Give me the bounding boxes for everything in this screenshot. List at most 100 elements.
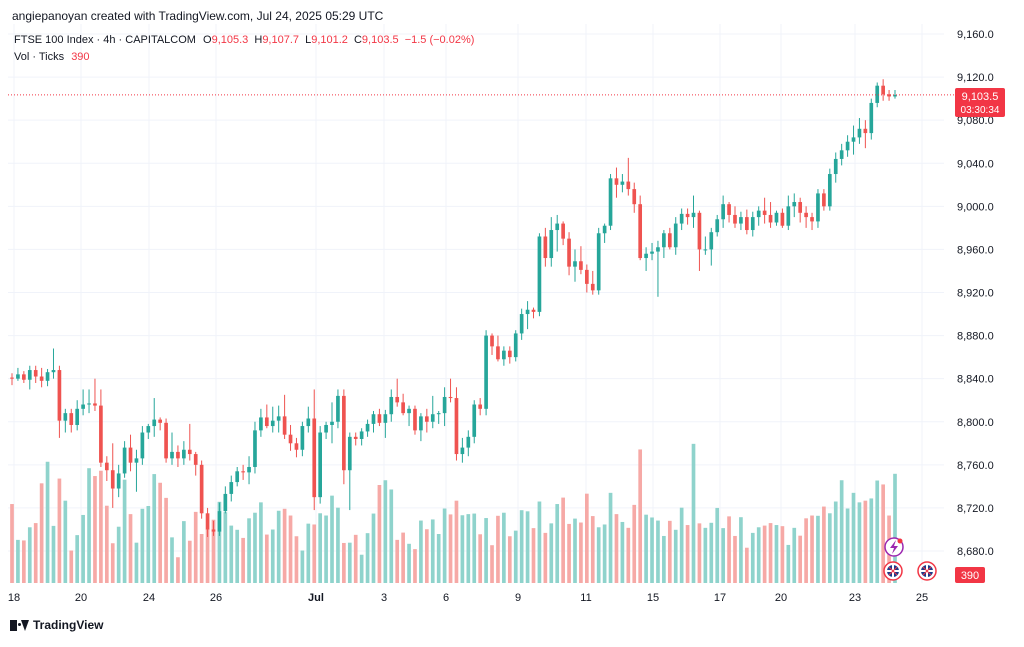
volume-bar [110,543,115,583]
candle-body [353,436,358,439]
symbol-title: FTSE 100 Index · 4h · CAPITALCOM [14,34,196,46]
volume-bar [685,525,690,583]
volume-bar [703,527,708,583]
candle-body [804,212,808,218]
volume-bar [442,508,447,583]
volume-legend[interactable]: Vol · Ticks 390 [14,51,90,63]
candle-body [626,181,631,190]
symbol-legend[interactable]: FTSE 100 Index · 4h · CAPITALCOM O9,105.… [14,34,474,46]
volume-bar [750,532,755,583]
volume-bar [768,523,773,583]
tradingview-footer[interactable]: TradingView [10,618,103,632]
x-tick-label: 24 [143,592,155,604]
candle-body [75,408,80,425]
candle-body [259,417,263,431]
x-tick-label: 11 [580,592,591,604]
candle-body [401,402,405,414]
candle-body [490,335,494,347]
high-value: 9,107.7 [262,34,300,46]
volume-bar [513,530,518,583]
chart-attribution: angiepanoyan created with TradingView.co… [12,9,384,23]
candle-body [561,223,565,239]
uk-flag-icon[interactable] [917,561,937,581]
candle-body [87,403,91,405]
candle-body [395,396,400,403]
candle-body [857,128,862,138]
tradingview-logo-icon [10,619,29,631]
price-axis[interactable]: 9,160.0 9,120.0 9,080.0 9,040.0 9,000.0 8,960… [957,29,994,558]
volume-bar [306,523,311,583]
candle-body [22,374,26,380]
candle-body [442,396,447,414]
volume-bar [745,547,749,583]
volume-bar [342,542,346,583]
candle-body [312,418,317,498]
candle-body [318,432,322,498]
x-tick-label: 17 [714,592,726,604]
volume-bar [377,485,382,583]
candle-body [620,181,625,185]
candle-body [827,174,832,207]
volume-bar [99,470,103,583]
y-tick-label: 8,840.0 [957,374,994,386]
volume-bar [176,557,180,583]
volume-bar [122,479,127,583]
candle-body [602,225,607,234]
candle-body [39,376,44,381]
volume-bar [555,504,560,583]
volume-bar [223,512,228,583]
volume-bar [810,515,814,583]
volume-bar [312,524,317,583]
candle-body [822,193,826,207]
candle-body [863,128,868,134]
volume-bar [466,514,471,583]
candle-body [608,178,613,226]
candle-body [122,447,127,474]
volume-bar [608,492,613,583]
x-tick-label: 23 [849,592,861,604]
candle-body [893,94,897,97]
candle-body [810,217,814,222]
candle-body [182,449,186,459]
volume-bar [857,502,862,583]
volume-bar [164,497,168,583]
candle-body [359,431,364,439]
candle-body [733,214,737,224]
volume-bar [75,535,80,583]
volume-bar [549,523,554,583]
volume-bar [336,507,340,583]
candle-body [507,350,512,358]
y-tick-label: 8,720.0 [957,503,994,515]
candle-body [697,212,702,250]
candle-body [525,309,530,315]
volume-bar [804,518,808,583]
volume-bar [833,501,838,583]
y-tick-label: 9,080.0 [957,115,994,127]
volume-bar [359,554,364,583]
y-tick-label: 8,880.0 [957,331,994,343]
volume-bar [57,478,62,583]
uk-flag-icon[interactable] [883,561,903,581]
volume-bar [16,539,20,583]
low-label: L [305,34,312,46]
volume-bar [816,515,820,583]
y-tick-label: 8,960.0 [957,244,994,256]
volume-bar [182,521,186,583]
candle-body [99,405,103,463]
volume-bar [33,523,38,583]
volume-bar [561,497,565,583]
volume-bar [614,514,619,583]
volume-bar [585,493,589,583]
volume-bar [543,532,548,583]
footer-brand: TradingView [33,618,104,632]
lightning-icon[interactable] [884,537,904,557]
high-label: H [254,34,263,46]
change-value: −1.5 (−0.02%) [404,34,475,46]
time-axis[interactable]: 18 20 24 26 Jul 3 6 9 11 15 17 20 23 25 [8,592,928,604]
volume-bar [691,443,696,583]
volume-bar [632,504,637,583]
candle-body [709,232,714,250]
last-price-value: 9,103.5 [962,91,999,103]
